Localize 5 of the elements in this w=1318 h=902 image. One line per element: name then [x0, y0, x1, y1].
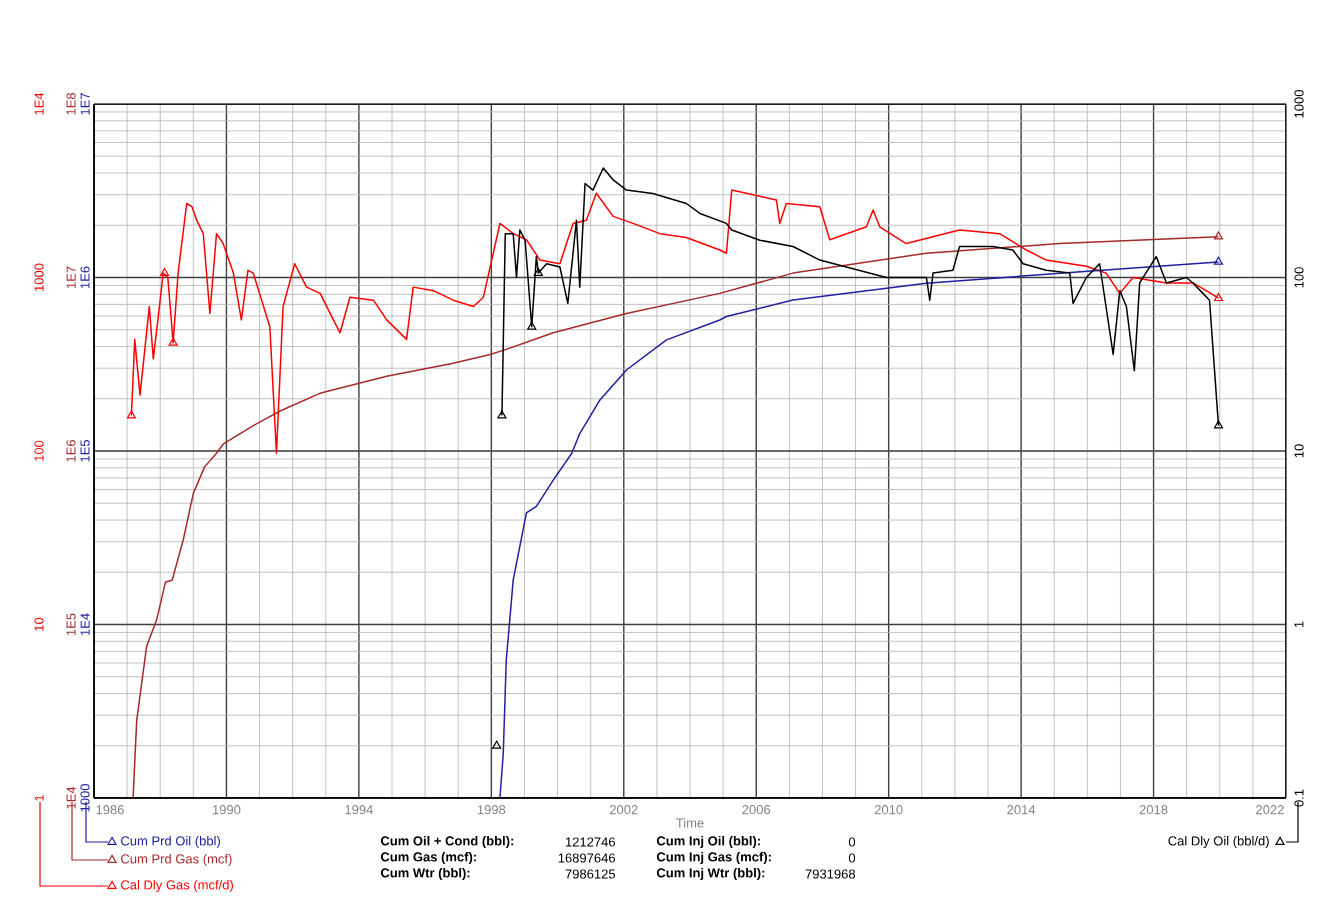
- point: [527, 321, 537, 330]
- point: [159, 267, 170, 277]
- point: [492, 740, 502, 749]
- point: [168, 337, 178, 346]
- point: [533, 267, 543, 277]
